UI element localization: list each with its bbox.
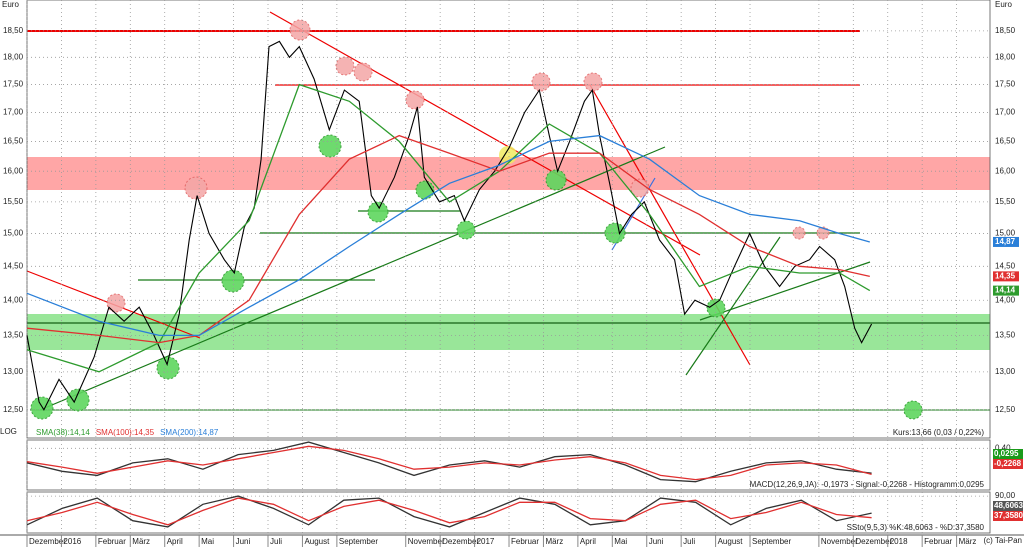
series-line bbox=[26, 445, 872, 481]
y-tick-label: 17,50 bbox=[3, 80, 24, 89]
series-line bbox=[26, 497, 872, 526]
x-tick-label: September bbox=[752, 537, 791, 546]
price-tag: 14,35 bbox=[995, 271, 1016, 280]
y-tick-label: 16,50 bbox=[995, 137, 1016, 146]
price-tag: 14,14 bbox=[995, 286, 1016, 295]
value-tag-box bbox=[993, 501, 1023, 511]
y-tick-label: 14,50 bbox=[3, 261, 24, 270]
price-tag: 14,87 bbox=[995, 237, 1016, 246]
x-tick-label: Juni bbox=[236, 537, 251, 546]
y-tick-label: 15,00 bbox=[995, 229, 1016, 238]
series-line bbox=[26, 495, 872, 528]
value-tag-box bbox=[993, 459, 1023, 469]
x-tick-label: Mai bbox=[201, 537, 214, 546]
trend-line bbox=[589, 84, 751, 366]
currency-label: Euro bbox=[2, 0, 19, 9]
top-markers bbox=[106, 19, 830, 313]
caption: Kurs:13,66 (0,03 / 0,22%) bbox=[893, 428, 985, 437]
value-tag: 37,3580 bbox=[994, 511, 1023, 520]
x-tick-label: August bbox=[718, 537, 744, 546]
y-tick-label: 12,50 bbox=[3, 405, 24, 414]
x-tick-label: 2017 bbox=[477, 537, 495, 546]
x-tick-label: Mai bbox=[614, 537, 627, 546]
x-tick-label: 2016 bbox=[63, 537, 81, 546]
y-tick-label: 18,50 bbox=[3, 26, 24, 35]
y-tick-label: 18,50 bbox=[995, 26, 1016, 35]
copyright: (c) Tai-Pan bbox=[983, 536, 1022, 545]
legend: SMA(38):14,14 SMA(100):14,35 SMA(200):14,8… bbox=[36, 428, 219, 437]
caption: MACD(12,26,9,JA): -0,1973 - Signal:-0,22… bbox=[750, 480, 985, 489]
value-tag: 0,0295 bbox=[994, 449, 1019, 458]
y-tick-label: 18,00 bbox=[995, 52, 1016, 61]
y-tick-label: 13,50 bbox=[995, 330, 1016, 339]
x-tick-label: März bbox=[545, 537, 563, 546]
x-tick-label: August bbox=[304, 537, 330, 546]
y-tick-label: 15,50 bbox=[3, 197, 24, 206]
trend-line bbox=[699, 261, 871, 321]
x-tick-label: September bbox=[339, 537, 378, 546]
y-tick-label: 12,50 bbox=[995, 405, 1016, 414]
x-tick-label: Februar bbox=[924, 537, 952, 546]
legend-entry: SMA(100):14,35 bbox=[96, 428, 155, 437]
series-line bbox=[26, 441, 872, 483]
value-tag: 48,6063 bbox=[994, 501, 1023, 510]
y-tick-label: 16,50 bbox=[3, 137, 24, 146]
y-tick-label: 0,40 bbox=[995, 443, 1011, 452]
y-tick-label: 14,00 bbox=[995, 295, 1016, 304]
support-zone bbox=[27, 314, 990, 350]
y-tick-label: 18,00 bbox=[3, 52, 24, 61]
price-tag-box bbox=[993, 271, 1019, 282]
scale-label: LOG bbox=[0, 427, 17, 436]
x-tick-label: Februar bbox=[98, 537, 126, 546]
value-tag-box bbox=[993, 511, 1023, 521]
x-tick-label: April bbox=[167, 537, 183, 546]
y-tick-label: 13,00 bbox=[3, 367, 24, 376]
x-tick-label: Dezember bbox=[29, 537, 66, 546]
legend-entry: SMA(200):14,87 bbox=[160, 428, 219, 437]
caption: SSto(9,5,3) %K:48,6063 - %D:37,3580 bbox=[847, 523, 985, 532]
legend-entry: SMA(38):14,14 bbox=[36, 428, 90, 437]
trend-line bbox=[685, 236, 781, 376]
y-tick-label: 15,50 bbox=[995, 197, 1016, 206]
trend-line bbox=[39, 146, 666, 411]
value-tag: -0,2268 bbox=[994, 459, 1022, 468]
y-tick-label: 17,50 bbox=[995, 80, 1016, 89]
x-tick-label: März bbox=[132, 537, 150, 546]
y-tick-label: 17,00 bbox=[995, 108, 1016, 117]
x-tick-label: November bbox=[408, 537, 445, 546]
y-tick-label: 16,00 bbox=[995, 166, 1016, 175]
y-tick-label: 16,00 bbox=[3, 166, 24, 175]
x-tick-label: Dezember bbox=[442, 537, 479, 546]
y-tick-label: 15,00 bbox=[3, 229, 24, 238]
annotations bbox=[26, 11, 990, 420]
price-tag-box bbox=[993, 236, 1019, 247]
y-tick-label: 14,00 bbox=[3, 295, 24, 304]
currency-label: Euro bbox=[995, 0, 1012, 9]
y-tick-label: 14,50 bbox=[995, 261, 1016, 270]
x-tick-label: März bbox=[959, 537, 977, 546]
bottom-markers bbox=[30, 134, 923, 420]
x-tick-label: Juli bbox=[270, 537, 282, 546]
x-tick-label: April bbox=[580, 537, 596, 546]
x-tick-label: Dezember bbox=[855, 537, 892, 546]
series-line bbox=[26, 134, 870, 337]
trend-line bbox=[269, 11, 701, 256]
series-line bbox=[26, 134, 870, 344]
y-tick-label: 13,50 bbox=[3, 330, 24, 339]
y-tick-label: 90,00 bbox=[995, 491, 1016, 500]
series-line bbox=[26, 83, 871, 373]
x-tick-label: Februar bbox=[511, 537, 539, 546]
panel-frame bbox=[26, 0, 991, 439]
y-tick-label: 17,00 bbox=[3, 108, 24, 117]
x-tick-label: Juni bbox=[649, 537, 664, 546]
price-tag-box bbox=[993, 285, 1019, 296]
x-tick-label: November bbox=[821, 537, 858, 546]
x-tick-label: Juli bbox=[683, 537, 695, 546]
x-tick-label: 2018 bbox=[890, 537, 908, 546]
y-tick-label: 13,00 bbox=[995, 367, 1016, 376]
value-tag-box bbox=[993, 449, 1023, 459]
